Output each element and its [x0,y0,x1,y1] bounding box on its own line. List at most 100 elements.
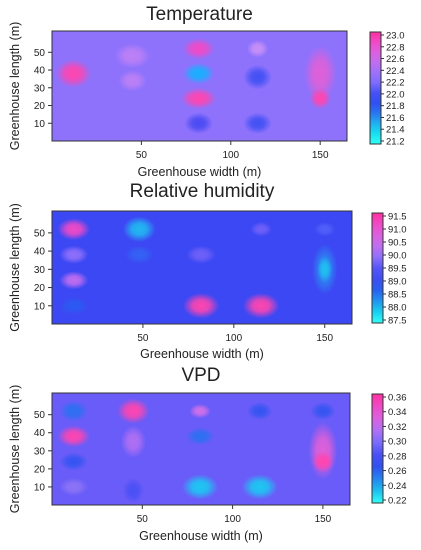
x-axis-label: Greenhouse width (m) [139,529,263,543]
colorbar-tick-label: 89.0 [388,277,407,288]
heatmap-spot [250,221,272,237]
y-tick-label: 40 [34,247,46,258]
colorbar-tick-label: 0.32 [388,422,407,433]
colorbar-tick-label: 0.36 [388,393,407,404]
heatmap-spot [309,87,331,110]
heatmap-spot [59,296,89,315]
x-tick-label: 150 [316,333,333,344]
colorbar-tick-label: 21.8 [386,101,405,112]
heatmap-spot [180,87,217,110]
y-tick-label: 20 [34,464,46,475]
y-tick-label: 20 [34,101,46,112]
chart-title: VPD [181,365,220,386]
chart-title: Temperature [146,4,253,25]
y-tick-label: 10 [34,482,46,493]
colorbar-tick-label: 0.30 [388,437,407,448]
colorbar-tick-label: 88.5 [388,290,407,301]
heatmap-area [52,31,347,141]
heatmap-spot [182,38,215,60]
heatmap-spot [184,112,213,134]
y-axis-label: Greenhouse length (m) [8,385,22,514]
colorbar-tick-label: 90.5 [388,238,407,249]
y-tick-label: 20 [34,283,46,294]
colorbar-tick-label: 91.5 [388,212,407,223]
chart-panel-2: Relative humidity 50 100 150 10 20 30 40 50 Green… [8,181,407,361]
colorbar: 23.022.822.622.422.222.021.821.621.421.2 [369,31,405,148]
heatmap-spot [124,245,154,264]
heatmap-spot [243,64,272,90]
heatmap-spot [241,474,278,500]
x-tick-label: 100 [222,150,239,161]
colorbar-tick-label: 0.24 [388,481,407,492]
heatmap-spot [59,245,89,264]
heatmap-spot [313,221,336,237]
colorbar-tick-label: 87.5 [388,316,407,327]
colorbar-tick-label: 89.5 [388,264,407,275]
y-tick-label: 40 [34,428,46,439]
y-tick-label: 10 [34,301,46,312]
colorbar-tick-label: 22.8 [386,42,405,53]
y-tick-label: 30 [34,83,46,94]
x-tick-label: 150 [315,514,332,525]
heatmap-spot [182,474,219,500]
x-tick-label: 50 [136,150,148,161]
y-tick-label: 50 [34,48,46,59]
y-tick-label: 50 [34,410,46,421]
heatmap-spot [304,45,337,102]
colorbar: 0.36 0.34 0.32 0.30 0.28 0.26 0.24 0.22 [371,393,407,507]
x-tick-label: 50 [137,514,149,525]
heatmap-area [52,393,350,505]
heatmap-spot [122,216,156,242]
y-axis-label: Greenhouse length (m) [8,203,22,332]
heatmap-spot [55,59,92,88]
colorbar-tick-label: 88.0 [388,303,407,314]
colorbar-scale [369,31,382,145]
colorbar-tick-label: 22.6 [386,54,405,65]
heatmap-spot [247,402,273,421]
y-tick-label: 30 [34,446,46,457]
colorbar-tick-label: 22.2 [386,78,405,89]
heatmap-spot [182,62,215,85]
heatmap-spot [312,450,334,473]
colorbar-tick-label: 0.22 [388,496,407,507]
colorbar-scale [371,393,384,504]
colorbar-tick-label: 0.34 [388,407,407,418]
y-tick-label: 30 [34,265,46,276]
colorbar-tick-label: 21.6 [386,113,405,124]
heatmap-spot [310,402,336,421]
x-tick-label: 100 [225,333,242,344]
x-axis-label: Greenhouse width (m) [138,165,262,179]
x-tick-label: 100 [224,514,241,525]
x-tick-label: 50 [137,333,149,344]
heatmap-spot [59,452,89,471]
heatmap-spot [57,218,91,241]
heatmap-spot [189,403,211,419]
x-tick-label: 150 [312,150,329,161]
colorbar: 91.5 91.0 90.5 90.0 89.5 89.0 88.5 88.0 87.5 [371,212,407,327]
y-tick-label: 50 [34,228,46,239]
colorbar-tick-label: 23.0 [386,31,405,42]
plot-frame [51,392,351,506]
heatmap-spot [59,400,89,422]
colorbar-tick-label: 0.28 [388,451,407,462]
chart-panel-1: Temperature 50 100 150 10 20 30 40 50 Greenhouse … [8,4,405,179]
heatmap-spot [120,425,146,459]
x-axis-label: Greenhouse width (m) [140,347,264,361]
heatmap-spot [57,425,90,448]
heatmap-spot [243,112,272,134]
heatmap-spot [185,427,215,446]
heatmap-spot [117,398,150,424]
heatmap-spot [114,43,151,69]
heatmap-spot [59,477,89,496]
heatmap-spot [246,39,269,58]
y-axis-label: Greenhouse length (m) [8,22,22,151]
colorbar-tick-label: 21.4 [386,125,405,136]
colorbar-tick-label: 90.0 [388,251,407,262]
heatmap-spot [317,256,332,283]
plot-frame [51,30,348,142]
heatmap-spot [118,70,147,92]
heatmap-area [52,211,352,324]
heatmap-spot [182,293,220,319]
colorbar-tick-label: 22.0 [386,89,405,100]
